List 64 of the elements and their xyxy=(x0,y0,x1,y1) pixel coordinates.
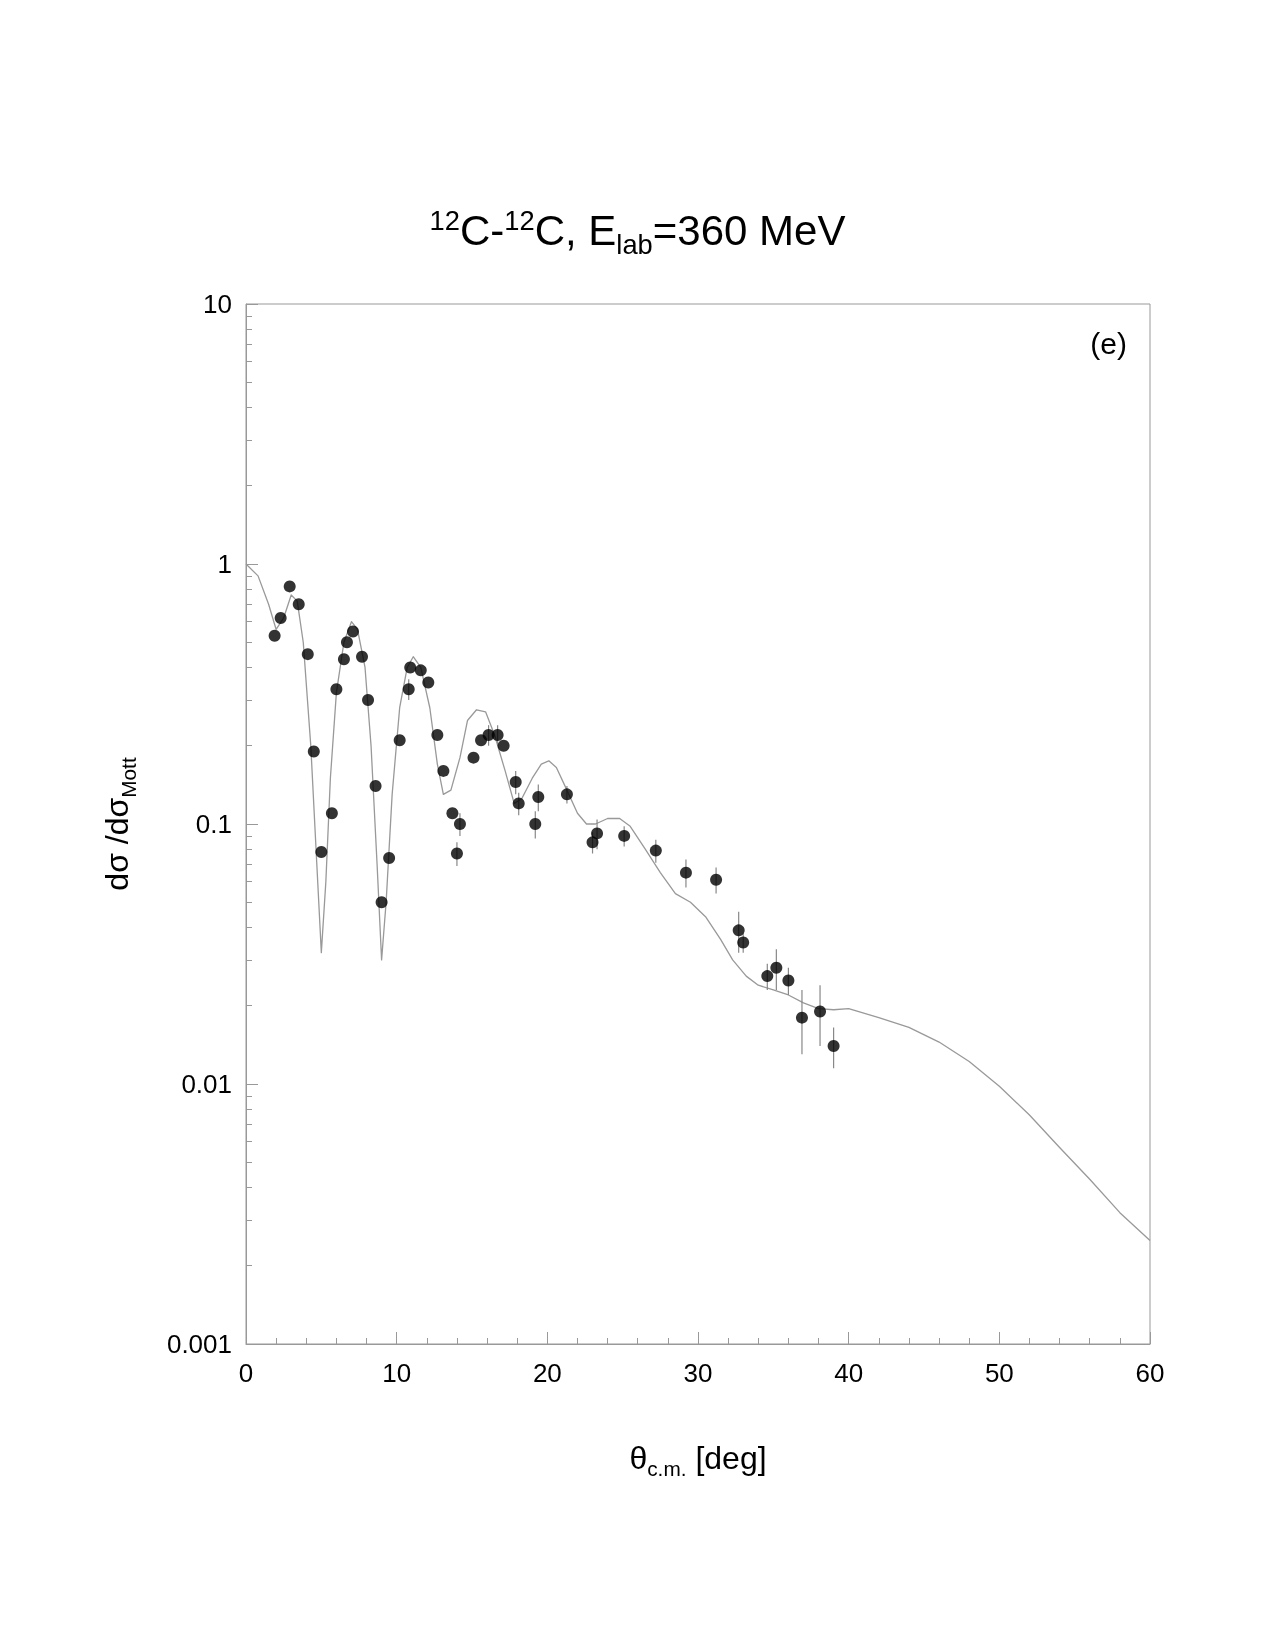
point xyxy=(782,974,795,987)
point xyxy=(330,683,343,696)
point xyxy=(679,866,692,879)
point xyxy=(402,683,415,696)
annotation: (e) xyxy=(1090,326,1128,360)
point xyxy=(529,818,542,830)
y-tick-label: 1 xyxy=(217,549,232,579)
x-tick-label: 60 xyxy=(1135,1358,1165,1388)
point xyxy=(268,629,281,642)
point xyxy=(346,625,359,638)
point xyxy=(315,846,328,859)
point xyxy=(732,924,745,937)
point xyxy=(591,827,604,840)
point xyxy=(649,844,662,857)
point xyxy=(362,693,375,706)
point xyxy=(393,734,406,747)
point xyxy=(431,728,444,741)
point xyxy=(509,776,522,789)
y-tick-label: 0.01 xyxy=(181,1069,232,1099)
point xyxy=(422,676,435,689)
point xyxy=(467,751,480,764)
point xyxy=(383,852,396,864)
point xyxy=(770,961,783,974)
point xyxy=(827,1040,840,1052)
point xyxy=(560,788,573,801)
point xyxy=(710,873,723,886)
point xyxy=(512,797,525,810)
x-tick-label: 10 xyxy=(382,1358,412,1388)
point xyxy=(369,780,382,792)
point xyxy=(414,664,427,677)
point xyxy=(292,598,305,611)
x-axis-title: θ$_{c.m.}$ [deg] xyxy=(628,1440,768,1482)
point xyxy=(618,829,631,842)
point xyxy=(532,791,545,804)
chart-title: $^{12}$C-$^{12}$C, E$_{lab}$=360 MeV xyxy=(428,205,847,262)
point xyxy=(795,1011,808,1024)
x-tick-label: 20 xyxy=(532,1358,562,1388)
point xyxy=(737,936,750,949)
x-tick-label: 40 xyxy=(834,1358,864,1388)
point xyxy=(446,807,459,820)
x-tick-label: 50 xyxy=(984,1358,1014,1388)
point xyxy=(325,807,338,820)
y-tick-label: 10 xyxy=(203,289,232,319)
x-tick-label: 0 xyxy=(238,1358,254,1388)
y-tick-label: 0.001 xyxy=(166,1329,232,1359)
point xyxy=(274,611,287,624)
point xyxy=(497,739,510,752)
point xyxy=(375,896,388,909)
point xyxy=(586,836,599,849)
point xyxy=(491,728,504,741)
point xyxy=(814,1005,827,1018)
x-tick-label: 30 xyxy=(683,1358,713,1388)
point xyxy=(761,970,774,983)
point xyxy=(340,636,353,649)
point xyxy=(453,818,466,830)
point xyxy=(307,745,320,758)
point xyxy=(404,661,417,674)
y-tick-label: 0.1 xyxy=(195,809,232,839)
point xyxy=(283,580,296,593)
point xyxy=(301,648,314,661)
point xyxy=(437,764,450,777)
point xyxy=(337,653,350,666)
point xyxy=(356,650,369,663)
point xyxy=(450,847,463,860)
